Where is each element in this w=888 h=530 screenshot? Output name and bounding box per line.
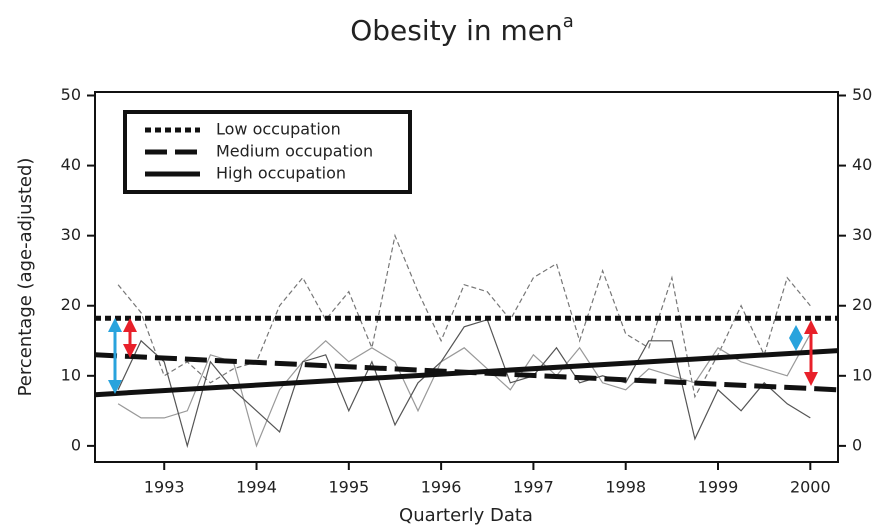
raw-line [117,333,811,448]
legend-label: Low occupation [216,120,341,139]
plot-frame [94,91,839,463]
arrow-head [123,344,137,358]
x-tick-label: 1997 [513,478,554,497]
y-tick-label: 40 [61,155,81,174]
y-tick-label: 30 [61,225,81,244]
legend-box [123,110,412,194]
y2-tick-label: 10 [852,365,872,384]
arrow-head [108,380,122,394]
arrow-head [804,320,818,334]
annotation-arrows [108,318,818,394]
y2-tick-label: 40 [852,155,872,174]
legend-label: Medium occupation [216,142,373,161]
x-tick-label: 1994 [236,478,277,497]
y2-tick-label: 20 [852,295,872,314]
y2-tick-label: 0 [852,435,862,454]
title-text: Obesity in men [350,14,563,47]
y2-tick-label: 50 [852,85,872,104]
y-tick-label: 50 [61,85,81,104]
y2-tick-label: 30 [852,225,872,244]
raw-line [117,318,811,449]
x-tick-label: 2000 [790,478,831,497]
x-tick-label: 1995 [328,478,369,497]
raw-line [117,233,811,399]
legend-label: High occupation [216,164,346,183]
y-axis-label: Percentage (age-adjusted) [15,158,36,397]
x-tick-label: 1999 [698,478,739,497]
y-tick-label: 20 [61,295,81,314]
trend-line [94,348,839,398]
arrow-head [804,372,818,386]
arrow-head [789,325,803,338]
title-note: a [563,11,574,32]
y-tick-label: 0 [71,435,81,454]
x-axis-label: Quarterly Data [399,505,533,526]
arrow-head [123,318,137,332]
plot-area [94,233,839,449]
arrow-head [108,318,122,332]
chart-title: Obesity in mena [350,11,574,47]
arrow-head [789,338,803,351]
y-tick-label: 10 [61,365,81,384]
x-tick-label: 1993 [144,478,185,497]
legend: Low occupation Medium occupation High occu… [145,120,373,183]
x-tick-label: 1998 [605,478,646,497]
x-tick-label: 1996 [421,478,462,497]
